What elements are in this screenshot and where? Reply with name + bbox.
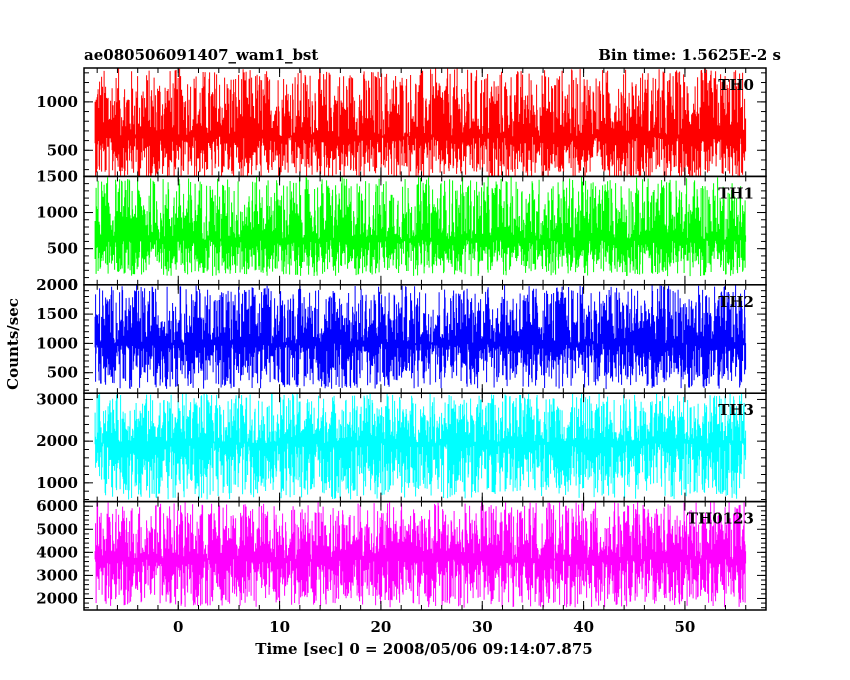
x-axis-label: Time [sec] 0 = 2008/05/06 09:14:07.875 [255, 640, 592, 658]
y-tick-label: 1000 [36, 204, 78, 222]
y-tick-label: 1500 [36, 305, 78, 323]
x-tick-label: 30 [472, 618, 493, 636]
y-tick-label: 3000 [36, 390, 78, 408]
y-tick-label: 5000 [36, 520, 78, 538]
y-tick-label: 6000 [36, 497, 78, 515]
y-tick-label: 1000 [36, 474, 78, 492]
x-tick-label: 40 [573, 618, 594, 636]
y-tick-label: 4000 [36, 543, 78, 561]
y-axis-label: Counts/sec [4, 298, 22, 390]
y-tick-label: 500 [47, 364, 78, 382]
chart-title-right: Bin time: 1.5625E-2 s [598, 46, 781, 64]
x-tick-label: 20 [370, 618, 391, 636]
panel-label-th2: TH2 [718, 293, 754, 311]
x-tick-label: 50 [674, 618, 695, 636]
series-th2 [94, 284, 747, 390]
series-th3 [94, 393, 747, 500]
y-tick-label: 500 [47, 141, 78, 159]
y-tick-label: 1500 [36, 167, 78, 185]
y-tick-label: 1000 [36, 334, 78, 352]
y-tick-label: 1000 [36, 93, 78, 111]
y-tick-label: 0 [68, 276, 78, 294]
panel-label-th1: TH1 [718, 184, 754, 202]
panel-label-th0123: TH0123 [687, 510, 754, 528]
series-th0123 [94, 501, 747, 608]
x-tick-label: 10 [269, 618, 290, 636]
x-tick-label: 0 [173, 618, 183, 636]
chart-title-left: ae080506091407_wam1_bst [84, 46, 318, 64]
panels-group: 5001000TH0050010001500TH1500100015002000… [36, 67, 767, 636]
y-tick-label: 3000 [36, 566, 78, 584]
panel-label-th0: TH0 [718, 76, 754, 94]
y-tick-label: 2000 [36, 276, 78, 294]
series-th1 [94, 176, 747, 277]
series-th0 [94, 68, 747, 177]
y-tick-label: 2000 [36, 589, 78, 607]
panel-frame [83, 500, 767, 611]
y-tick-label: 500 [47, 240, 78, 258]
y-tick-label: 2000 [36, 432, 78, 450]
panel-label-th3: TH3 [718, 401, 754, 419]
